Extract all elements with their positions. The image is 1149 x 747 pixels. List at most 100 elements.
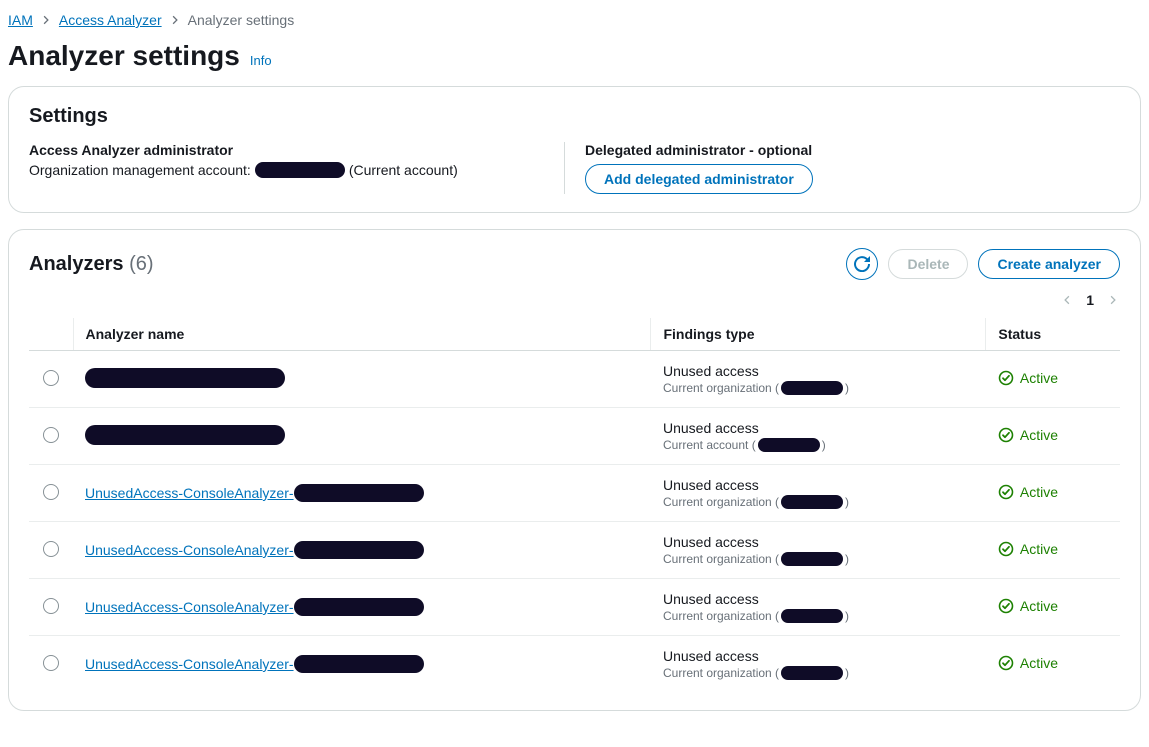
findings-scope: Current organization () [663, 609, 974, 623]
prev-page-button[interactable] [1062, 293, 1072, 307]
findings-scope: Current organization () [663, 552, 974, 566]
table-row: Unused access Current organization () Acti… [29, 351, 1120, 408]
findings-type: Unused access [663, 591, 974, 607]
settings-header: Settings [29, 105, 1120, 128]
findings-scope: Current organization () [663, 666, 974, 680]
chevron-right-icon [170, 15, 180, 25]
page-number: 1 [1086, 292, 1094, 308]
page-title: Analyzer settings [8, 40, 240, 72]
breadcrumb-current: Analyzer settings [188, 12, 295, 28]
col-name[interactable]: Analyzer name [73, 318, 651, 351]
col-findings[interactable]: Findings type [651, 318, 986, 351]
analyzer-name-link[interactable]: UnusedAccess-ConsoleAnalyzer- [85, 484, 424, 502]
analyzer-name [85, 425, 285, 445]
check-circle-icon [998, 370, 1014, 386]
status-text: Active [1020, 655, 1058, 671]
status-text: Active [1020, 541, 1058, 557]
status-text: Active [1020, 484, 1058, 500]
table-row: UnusedAccess-ConsoleAnalyzer- Unused acce… [29, 636, 1120, 693]
analyzers-title: Analyzers (6) [29, 253, 154, 276]
table-row: UnusedAccess-ConsoleAnalyzer- Unused acce… [29, 579, 1120, 636]
redacted-account-id [255, 162, 345, 178]
analyzer-name-prefix: UnusedAccess-ConsoleAnalyzer- [85, 485, 294, 501]
status-text: Active [1020, 370, 1058, 386]
status-badge: Active [998, 655, 1058, 671]
analyzer-name-link[interactable]: UnusedAccess-ConsoleAnalyzer- [85, 598, 424, 616]
analyzer-name-prefix: UnusedAccess-ConsoleAnalyzer- [85, 542, 294, 558]
add-delegated-admin-button[interactable]: Add delegated administrator [585, 164, 813, 194]
status-text: Active [1020, 427, 1058, 443]
redacted-name-suffix [294, 484, 424, 502]
page-title-row: Analyzer settings Info [8, 36, 1141, 86]
settings-panel: Settings Access Analyzer administrator O… [8, 86, 1141, 213]
findings-scope: Current organization () [663, 495, 974, 509]
table-row: UnusedAccess-ConsoleAnalyzer- Unused acce… [29, 522, 1120, 579]
settings-admin-col: Access Analyzer administrator Organizati… [29, 142, 564, 194]
analyzer-name-link[interactable]: UnusedAccess-ConsoleAnalyzer- [85, 541, 424, 559]
breadcrumb-iam[interactable]: IAM [8, 12, 33, 28]
redacted-name-suffix [294, 655, 424, 673]
col-select [29, 318, 73, 351]
findings-type: Unused access [663, 534, 974, 550]
breadcrumb-access-analyzer[interactable]: Access Analyzer [59, 12, 162, 28]
redacted-name-suffix [294, 598, 424, 616]
analyzers-panel: Analyzers (6) Delete Create analyzer 1 A… [8, 229, 1141, 711]
analyzers-table: Analyzer name Findings type Status Unuse… [29, 318, 1120, 692]
info-link[interactable]: Info [250, 53, 272, 68]
row-select-radio[interactable] [43, 370, 59, 386]
redacted-name-suffix [294, 541, 424, 559]
check-circle-icon [998, 484, 1014, 500]
status-badge: Active [998, 598, 1058, 614]
findings-type: Unused access [663, 477, 974, 493]
status-text: Active [1020, 598, 1058, 614]
check-circle-icon [998, 541, 1014, 557]
findings-type: Unused access [663, 420, 974, 436]
check-circle-icon [998, 655, 1014, 671]
status-badge: Active [998, 427, 1058, 443]
redacted-scope-id [781, 666, 843, 680]
chevron-right-icon [41, 15, 51, 25]
create-analyzer-button[interactable]: Create analyzer [978, 249, 1120, 279]
refresh-button[interactable] [846, 248, 878, 280]
redacted-scope-id [781, 552, 843, 566]
row-select-radio[interactable] [43, 427, 59, 443]
redacted-scope-id [781, 381, 843, 395]
table-row: UnusedAccess-ConsoleAnalyzer- Unused acce… [29, 465, 1120, 522]
breadcrumb: IAM Access Analyzer Analyzer settings [8, 8, 1141, 36]
findings-type: Unused access [663, 363, 974, 379]
pagination: 1 [29, 286, 1120, 318]
next-page-button[interactable] [1108, 293, 1118, 307]
admin-prefix: Organization management account: [29, 162, 251, 178]
status-badge: Active [998, 541, 1058, 557]
analyzer-name-prefix: UnusedAccess-ConsoleAnalyzer- [85, 599, 294, 615]
row-select-radio[interactable] [43, 484, 59, 500]
admin-value: Organization management account: (Curren… [29, 162, 544, 178]
row-select-radio[interactable] [43, 598, 59, 614]
row-select-radio[interactable] [43, 655, 59, 671]
redacted-name [85, 425, 285, 445]
analyzers-title-text: Analyzers [29, 253, 124, 275]
delete-button[interactable]: Delete [888, 249, 968, 279]
redacted-scope-id [781, 495, 843, 509]
row-select-radio[interactable] [43, 541, 59, 557]
findings-scope: Current account () [663, 438, 974, 452]
table-row: Unused access Current account () Active [29, 408, 1120, 465]
redacted-name [85, 368, 285, 388]
redacted-scope-id [781, 609, 843, 623]
delegated-label: Delegated administrator - optional [585, 142, 1100, 158]
findings-type: Unused access [663, 648, 974, 664]
check-circle-icon [998, 427, 1014, 443]
redacted-scope-id [758, 438, 820, 452]
admin-label: Access Analyzer administrator [29, 142, 544, 158]
settings-delegated-col: Delegated administrator - optional Add d… [564, 142, 1120, 194]
status-badge: Active [998, 484, 1058, 500]
status-badge: Active [998, 370, 1058, 386]
analyzer-name-link[interactable]: UnusedAccess-ConsoleAnalyzer- [85, 655, 424, 673]
analyzer-name [85, 368, 285, 388]
check-circle-icon [998, 598, 1014, 614]
col-status[interactable]: Status [986, 318, 1120, 351]
refresh-icon [854, 256, 870, 272]
findings-scope: Current organization () [663, 381, 974, 395]
admin-suffix: (Current account) [349, 162, 458, 178]
analyzers-count: (6) [129, 253, 153, 275]
